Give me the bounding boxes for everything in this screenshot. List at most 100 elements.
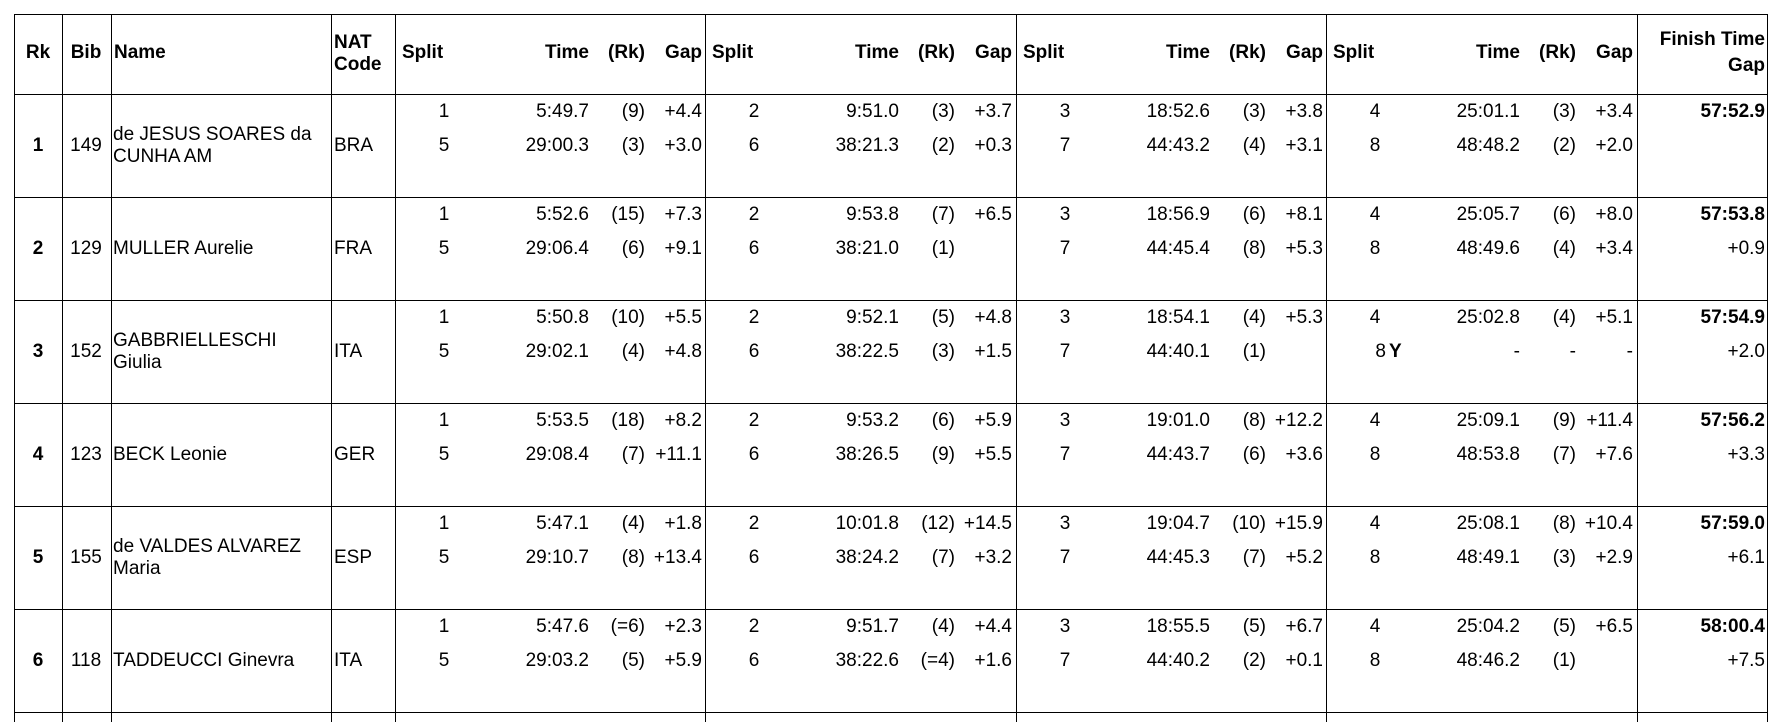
header-split: Split [402, 42, 444, 63]
finish-gap: +0.9 [1727, 238, 1765, 259]
split-number: 1 [438, 410, 450, 431]
column-line [705, 14, 706, 722]
split-rank: (6) [931, 410, 955, 431]
split-time: 25:05.7 [1456, 204, 1520, 225]
column-line [111, 14, 112, 722]
finish-time: 57:56.2 [1700, 410, 1765, 431]
split-number: 4 [1369, 616, 1381, 637]
split-rank: (=6) [610, 616, 645, 637]
athlete-name: de VALDES ALVAREZ Maria [113, 535, 301, 579]
finish-gap: +3.3 [1727, 444, 1765, 465]
rank: 3 [32, 341, 44, 362]
row-line [14, 506, 1767, 507]
header-split: Split [1333, 42, 1375, 63]
split-number: 4 [1369, 101, 1381, 122]
split-number: 6 [748, 135, 760, 156]
split-time: 25:08.1 [1456, 513, 1520, 534]
split-time: 44:45.4 [1146, 238, 1210, 259]
split-rank: (4) [1242, 135, 1266, 156]
split-time: 25:01.1 [1456, 101, 1520, 122]
split-number: 2 [748, 204, 760, 225]
athlete-name: TADDEUCCI Ginevra [113, 649, 295, 671]
split-time: 48:48.2 [1456, 135, 1520, 156]
split-gap: +3.2 [974, 547, 1012, 568]
split-rank: (5) [1552, 616, 1576, 637]
split-rank: (7) [931, 547, 955, 568]
split-gap: +6.5 [1595, 616, 1633, 637]
split-number: 1 [438, 513, 450, 534]
header-gap: Gap [665, 42, 702, 63]
split-time: 18:54.1 [1146, 307, 1210, 328]
split-time: 38:26.5 [835, 444, 899, 465]
header-split: Split [1023, 42, 1065, 63]
nation: ITA [334, 341, 363, 362]
split-gap: +11.1 [655, 444, 702, 465]
split-rank: (9) [621, 101, 645, 122]
split-gap: +3.8 [1285, 101, 1323, 122]
split-gap: +3.6 [1285, 444, 1323, 465]
athlete-name: BECK Leonie [113, 443, 228, 465]
split-number: 2 [748, 410, 760, 431]
split-gap: +13.4 [653, 547, 702, 568]
split-rank: (3) [931, 101, 955, 122]
split-gap: +5.1 [1595, 307, 1633, 328]
rank: 2 [32, 238, 44, 259]
split-number: 6 [748, 341, 760, 362]
split-rank: (2) [1552, 135, 1576, 156]
split-time: 29:03.2 [525, 650, 589, 671]
split-rank: (1) [931, 238, 955, 259]
split-time: 9:53.8 [846, 204, 899, 225]
split-rank: (15) [611, 204, 645, 225]
row-line [14, 712, 1767, 713]
split-time: 5:53.5 [536, 410, 589, 431]
split-time: 5:50.8 [536, 307, 589, 328]
split-rank: (10) [1232, 513, 1266, 534]
split-rank: (7) [931, 204, 955, 225]
split-number: 6 [748, 547, 760, 568]
finish-time: 57:54.9 [1700, 307, 1765, 328]
split-rank: (2) [931, 135, 955, 156]
split-number: 2 [748, 307, 760, 328]
split-rank: (6) [621, 238, 645, 259]
rank: 6 [32, 650, 44, 671]
split-gap: - [1626, 341, 1633, 362]
split-number: 7 [1059, 444, 1071, 465]
split-time: 48:49.1 [1456, 547, 1520, 568]
split-time: 5:52.6 [536, 204, 589, 225]
split-gap: +4.4 [664, 101, 702, 122]
split-number: 5 [438, 650, 450, 671]
split-rank: (4) [1552, 307, 1576, 328]
split-gap: +5.9 [974, 410, 1012, 431]
split-number: 8 [1369, 444, 1381, 465]
split-gap: +2.9 [1595, 547, 1633, 568]
split-rank: (7) [1552, 444, 1576, 465]
split-time: 5:49.7 [536, 101, 589, 122]
split-number: 1 [438, 101, 450, 122]
split-rank: (4) [931, 616, 955, 637]
nation: FRA [334, 238, 372, 259]
split-gap: +8.1 [1285, 204, 1323, 225]
split-number: 1 [438, 204, 450, 225]
split-rank: (4) [621, 341, 645, 362]
split-rank: (5) [931, 307, 955, 328]
split-time: 44:40.2 [1146, 650, 1210, 671]
split-rank: (6) [1242, 204, 1266, 225]
split-time: 9:51.7 [846, 616, 899, 637]
split-gap: +8.2 [664, 410, 702, 431]
split-time: 18:55.5 [1146, 616, 1210, 637]
header-finish-gap: Gap [1728, 55, 1765, 76]
split-rank: (18) [611, 410, 645, 431]
split-rank: (3) [931, 341, 955, 362]
split-time: 9:53.2 [846, 410, 899, 431]
bib: 152 [70, 341, 102, 362]
split-gap: +2.0 [1595, 135, 1633, 156]
split-gap: +1.8 [664, 513, 702, 534]
column-line [331, 14, 332, 722]
split-time: 29:08.4 [525, 444, 589, 465]
header-time: Time [1475, 42, 1520, 63]
split-gap: +1.6 [974, 650, 1012, 671]
row-line [14, 403, 1767, 404]
split-gap: +5.9 [664, 650, 702, 671]
split-time: 19:01.0 [1146, 410, 1210, 431]
split-number: 8 [1369, 650, 1381, 671]
